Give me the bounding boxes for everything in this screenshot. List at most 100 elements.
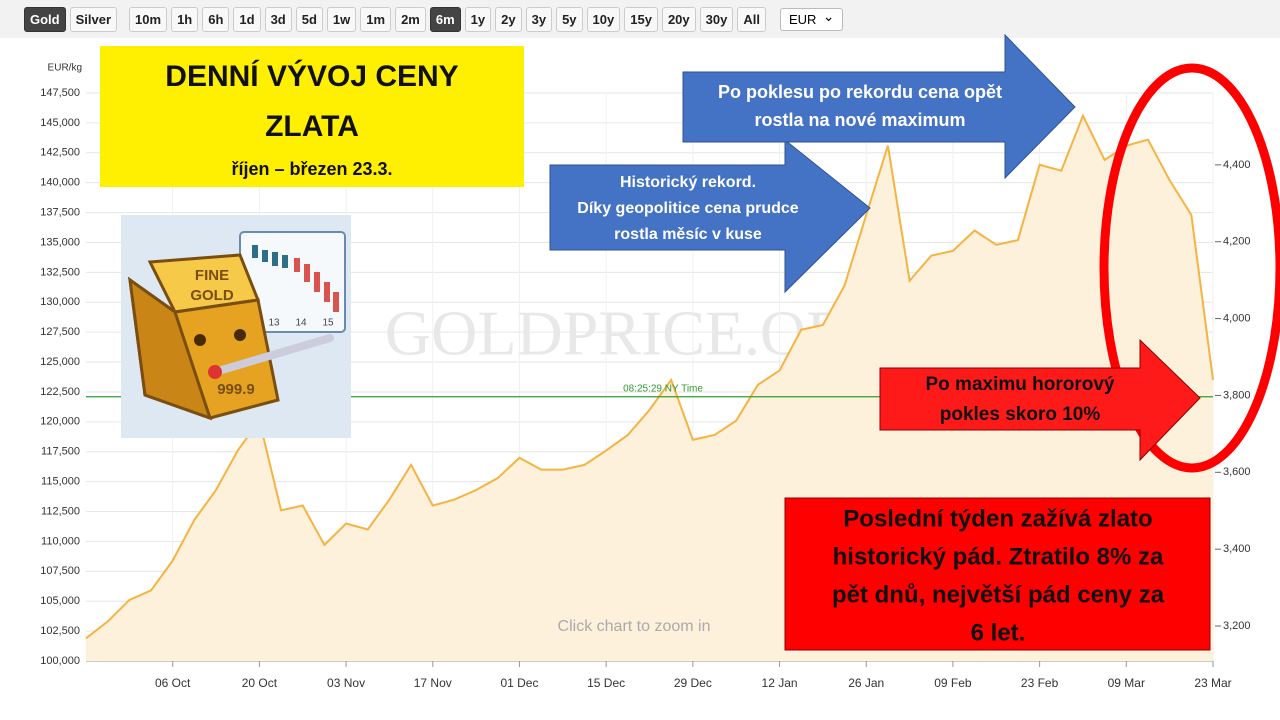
annotation-text: rostla na nové maximum [754, 110, 965, 130]
toolbar-button[interactable]: 6m [429, 6, 461, 32]
y-tick-label: 100,000 [40, 655, 80, 667]
annotation-text: Poslední týden zažívá zlato [843, 505, 1152, 532]
annotation-text: DENNÍ VÝVOJ CENY [165, 59, 458, 93]
y-tick-label: 112,500 [41, 505, 80, 517]
x-tick-label: 01 Dec [500, 676, 538, 690]
x-tick-label: 03 Nov [327, 676, 365, 690]
y-tick-label: 137,500 [40, 206, 80, 218]
y-tick-label: 142,500 [40, 147, 80, 159]
toolbar-button[interactable]: 2m [395, 6, 426, 32]
annotation-text: rostla měsíc v kuse [614, 226, 762, 243]
y-tick-label: 140,000 [40, 177, 80, 189]
annotation-text: Historický rekord. [620, 174, 756, 191]
y2-tick-label: 3,800 [1223, 389, 1251, 401]
x-tick-label: 20 Oct [242, 676, 278, 690]
candle [333, 292, 339, 312]
y2-tick-label: 3,200 [1223, 620, 1251, 632]
zoom-hint: Click chart to zoom in [558, 618, 711, 635]
subtitle: říjen – březen 23.3. [231, 159, 392, 179]
arrow [879, 338, 1201, 462]
y-axis-label: EUR/kg [48, 63, 82, 74]
y-tick-label: 105,000 [40, 595, 80, 607]
toolbar-button[interactable]: 10y [586, 6, 621, 32]
toolbar-button[interactable]: 2y [495, 6, 522, 32]
image-label: 13 [268, 318, 280, 329]
toolbar-button[interactable]: 3y [525, 6, 553, 32]
y-tick-label: 122,500 [40, 386, 80, 398]
toolbar-button[interactable]: 1m [360, 6, 392, 32]
toolbar-button[interactable]: Silver [69, 6, 118, 32]
y-tick-label: 127,500 [40, 326, 80, 338]
x-tick-label: 06 Oct [155, 676, 191, 690]
y-tick-label: 102,500 [40, 625, 80, 637]
toolbar-button[interactable]: 3d [264, 6, 292, 32]
x-tick-label: 09 Feb [934, 676, 972, 690]
currency-select[interactable]: EUR [779, 7, 844, 31]
y2-tick-label: 4,000 [1223, 312, 1251, 324]
candle [304, 264, 310, 282]
x-tick-label: 17 Nov [414, 676, 452, 690]
image-label: 15 [322, 318, 334, 329]
x-tick-label: 23 Feb [1021, 676, 1059, 690]
annotation-text: historický pád. Ztratilo 8% za [833, 543, 1164, 570]
annotation-text: FINE [195, 267, 229, 284]
candle [252, 245, 258, 258]
candle [314, 272, 320, 292]
toolbar-button[interactable]: 20y [661, 6, 696, 32]
line [85, 113, 1214, 640]
toolbar-button[interactable]: 15y [624, 6, 658, 32]
annotation-text: pět dnů, největší pád ceny za [832, 581, 1165, 608]
annotation-text: Po poklesu po rekordu cena opět [718, 82, 1002, 102]
y2-tick-label: 4,200 [1223, 236, 1251, 248]
toolbar-button[interactable]: 1w [326, 6, 357, 32]
annotation-text: 6 let. [971, 619, 1026, 646]
y-tick-label: 147,500 [40, 87, 80, 99]
thermometer-bulb [208, 365, 222, 379]
toolbar-button[interactable]: 10m [129, 6, 168, 32]
toolbar-button[interactable]: 1h [171, 6, 199, 32]
y-tick-label: 120,000 [40, 416, 80, 428]
note-box [784, 497, 1211, 651]
annotation-text: ZLATA [265, 110, 359, 143]
arrow [682, 33, 1076, 180]
y-tick-label: 135,000 [40, 236, 80, 248]
candle [262, 250, 268, 262]
toolbar-button[interactable]: 30y [699, 6, 734, 32]
candle [282, 255, 288, 268]
x-tick-label: 12 Jan [762, 676, 798, 690]
y-tick-label: 145,000 [40, 117, 80, 129]
annotation-text: 999.9 [217, 381, 255, 398]
thermometer [211, 334, 334, 376]
y-tick-label: 117,500 [41, 446, 80, 458]
y2-tick-label: 4,400 [1223, 159, 1251, 171]
time-label: 08:25:29 NY Time [623, 383, 703, 394]
candle [272, 252, 278, 266]
image-label: 14 [295, 318, 307, 329]
y-tick-label: 125,000 [40, 356, 80, 368]
toolbar-button[interactable]: 6h [202, 6, 230, 32]
y2-tick-label: 3,600 [1223, 466, 1251, 478]
y-tick-label: 110,000 [41, 535, 80, 547]
x-tick-label: 26 Jan [848, 676, 884, 690]
highlight-ellipse [1099, 63, 1280, 473]
y-tick-label: 107,500 [40, 565, 80, 577]
toolbar-button[interactable]: All [737, 6, 766, 32]
arrow [549, 138, 871, 294]
toolbar: Gold Silver 10m 1h 6h 1d 3d 5d 1w 1m 2m 6m 1y 2y 3y 5y 1… [0, 0, 1280, 38]
annotation-text: pokles skoro 10% [940, 404, 1101, 425]
toolbar-button[interactable]: Gold [24, 6, 66, 32]
candle [324, 282, 330, 302]
toolbar-button[interactable]: 1d [233, 6, 261, 32]
face-eye [234, 329, 246, 341]
candle [294, 258, 300, 272]
x-tick-label: 29 Dec [674, 676, 712, 690]
toolbar-button[interactable]: 5y [556, 6, 583, 32]
toolbar-button[interactable]: 1y [464, 6, 492, 32]
y-tick-label: 132,500 [40, 266, 80, 278]
toolbar-button[interactable]: 5d [295, 6, 323, 32]
y-tick-label: 130,000 [40, 296, 80, 308]
annotation-text: Po maximu hororový [926, 374, 1115, 395]
x-tick-label: 23 Mar [1194, 676, 1231, 690]
